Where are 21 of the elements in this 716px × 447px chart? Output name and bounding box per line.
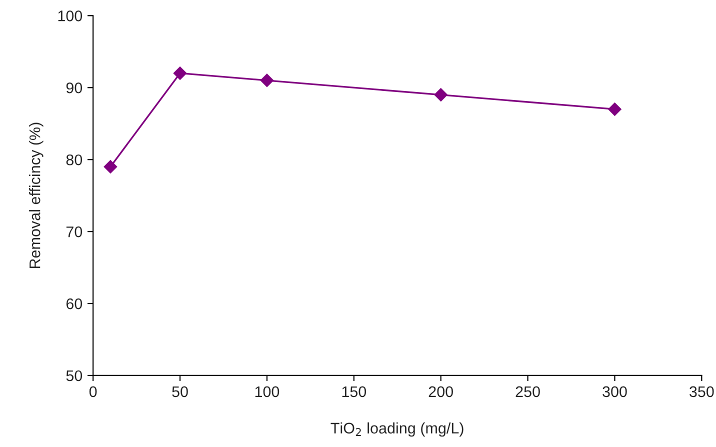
x-tick-label: 50 — [172, 386, 188, 398]
y-tick-label: 100 — [58, 10, 82, 22]
x-tick-label: 200 — [428, 386, 453, 398]
point — [173, 66, 187, 80]
y-tick-label: 60 — [66, 298, 82, 310]
x-tick-label: 150 — [342, 386, 366, 398]
x-axis-title: TiO$_{2}$ loading (mg/L) — [330, 422, 464, 437]
y-axis-title: Removal efficincy (%) — [29, 122, 44, 268]
x-tick-label: 0 — [89, 386, 97, 398]
point — [260, 74, 274, 88]
x-tick-label: 250 — [516, 386, 540, 398]
x-tick-label: 100 — [255, 386, 280, 398]
point — [608, 102, 622, 116]
x-tick-label: 350 — [690, 386, 714, 398]
x-tick-label: 300 — [602, 386, 627, 398]
point — [104, 160, 118, 174]
y-tick-label: 70 — [66, 226, 82, 238]
y-tick-label: 50 — [66, 370, 82, 382]
y-tick-label: 90 — [66, 82, 82, 94]
y-tick-label: 80 — [66, 154, 82, 166]
point — [434, 88, 448, 102]
